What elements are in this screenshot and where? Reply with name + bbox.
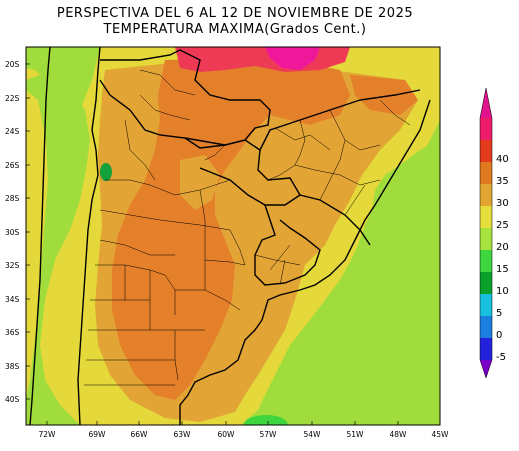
colorbar-label: 0 [496, 330, 502, 341]
map-frame [25, 46, 441, 426]
field-green-south [244, 415, 288, 425]
colorbar-swatch [480, 162, 492, 184]
field-yellow-west [26, 90, 48, 400]
temperature-field [26, 47, 440, 425]
lat-axis: 20S 22S 24S 26S 28S 30S 32S 34S 36S 38S … [5, 60, 30, 404]
colorbar-swatch [480, 360, 492, 378]
colorbar-swatch [480, 88, 492, 118]
colorbar-swatch [480, 316, 492, 338]
country-borders [29, 47, 431, 425]
colorbar-label: 20 [496, 242, 509, 253]
lon-tick-label: 69W [89, 430, 107, 439]
field-orange [112, 58, 350, 400]
lat-tick-label: 20S [5, 60, 20, 69]
lon-tick-label: 60W [218, 430, 236, 439]
colorbar-swatch [480, 228, 492, 250]
colorbar-label: 30 [496, 198, 509, 209]
colorbar-swatch [480, 118, 492, 140]
lat-tick-label: 22S [5, 94, 20, 103]
colorbar-swatch [480, 272, 492, 294]
colorbar-swatch [480, 250, 492, 272]
colorbar-label: 25 [496, 220, 509, 231]
lat-tick-label: 26S [5, 161, 20, 170]
field-gold-inner [180, 155, 220, 210]
colorbar-swatch [480, 184, 492, 206]
field-orange-east [350, 75, 418, 115]
colorbar-swatch [480, 294, 492, 316]
lon-tick-label: 72W [39, 430, 57, 439]
map-subtitle: TEMPERATURA MAXIMA(Grados Cent.) [103, 22, 367, 37]
lat-tick-label: 36S [5, 328, 20, 337]
lon-tick-label: 45W [432, 430, 450, 439]
colorbar: -5 0 5 10 15 20 25 30 35 40 [479, 87, 509, 379]
colorbar-swatch [480, 206, 492, 228]
field-magenta [265, 47, 320, 70]
lat-tick-label: 34S [5, 295, 20, 304]
province-borders [84, 69, 411, 386]
colorbar-label: 40 [496, 154, 509, 165]
field-green-east [270, 120, 440, 425]
lat-tick-label: 38S [5, 362, 20, 371]
map-title: PERSPECTIVA DEL 6 AL 12 DE NOVIEMBRE DE … [56, 6, 414, 21]
lon-tick-label: 66W [131, 430, 149, 439]
lon-tick-label: 54W [304, 430, 322, 439]
field-green-nw [26, 47, 100, 130]
colorbar-label: -5 [496, 352, 506, 363]
lat-tick-label: 30S [5, 228, 20, 237]
colorbar-swatch [480, 140, 492, 162]
lon-tick-label: 63W [174, 430, 192, 439]
lon-tick-label: 48W [390, 430, 408, 439]
colorbar-label: 35 [496, 176, 509, 187]
lat-tick-label: 40S [5, 395, 20, 404]
colorbar-swatch [480, 338, 492, 360]
lon-tick-label: 51W [347, 430, 365, 439]
lat-tick-label: 32S [5, 261, 20, 270]
colorbar-label: 5 [496, 308, 502, 319]
colorbar-label: 10 [496, 286, 509, 297]
lon-axis: 72W 69W 66W 63W 60W 57W 54W 51W 48W 45W [39, 421, 450, 439]
lat-tick-label: 28S [5, 194, 20, 203]
colorbar-label: 15 [496, 264, 509, 275]
field-dark-green [100, 163, 112, 181]
lon-tick-label: 57W [260, 430, 278, 439]
lat-tick-label: 24S [5, 127, 20, 136]
